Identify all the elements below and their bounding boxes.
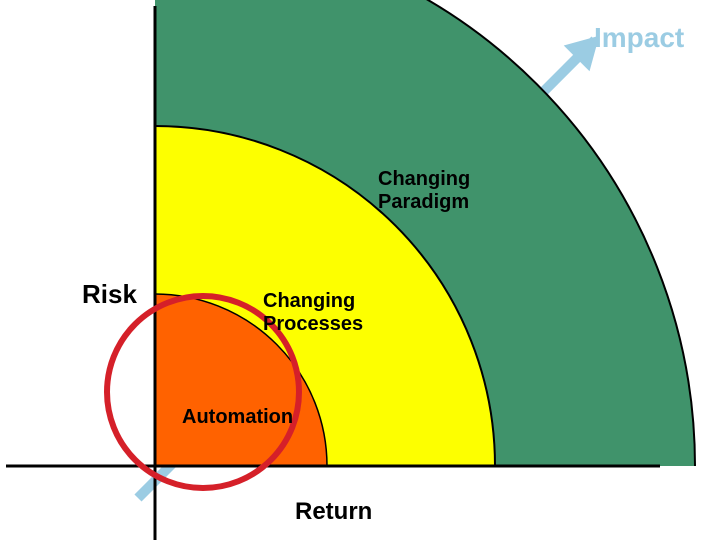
concentric-arcs: [0, 0, 695, 540]
diagram-svg: [0, 0, 720, 540]
return-label: Return: [295, 498, 372, 526]
impact-label: Impact: [594, 22, 684, 54]
diagram-stage: Impact Changing Paradigm Changing Proces…: [0, 0, 720, 540]
processes-label: Changing Processes: [263, 290, 363, 336]
risk-label: Risk: [82, 280, 137, 310]
automation-label: Automation: [182, 406, 293, 429]
paradigm-label: Changing Paradigm: [378, 168, 470, 214]
